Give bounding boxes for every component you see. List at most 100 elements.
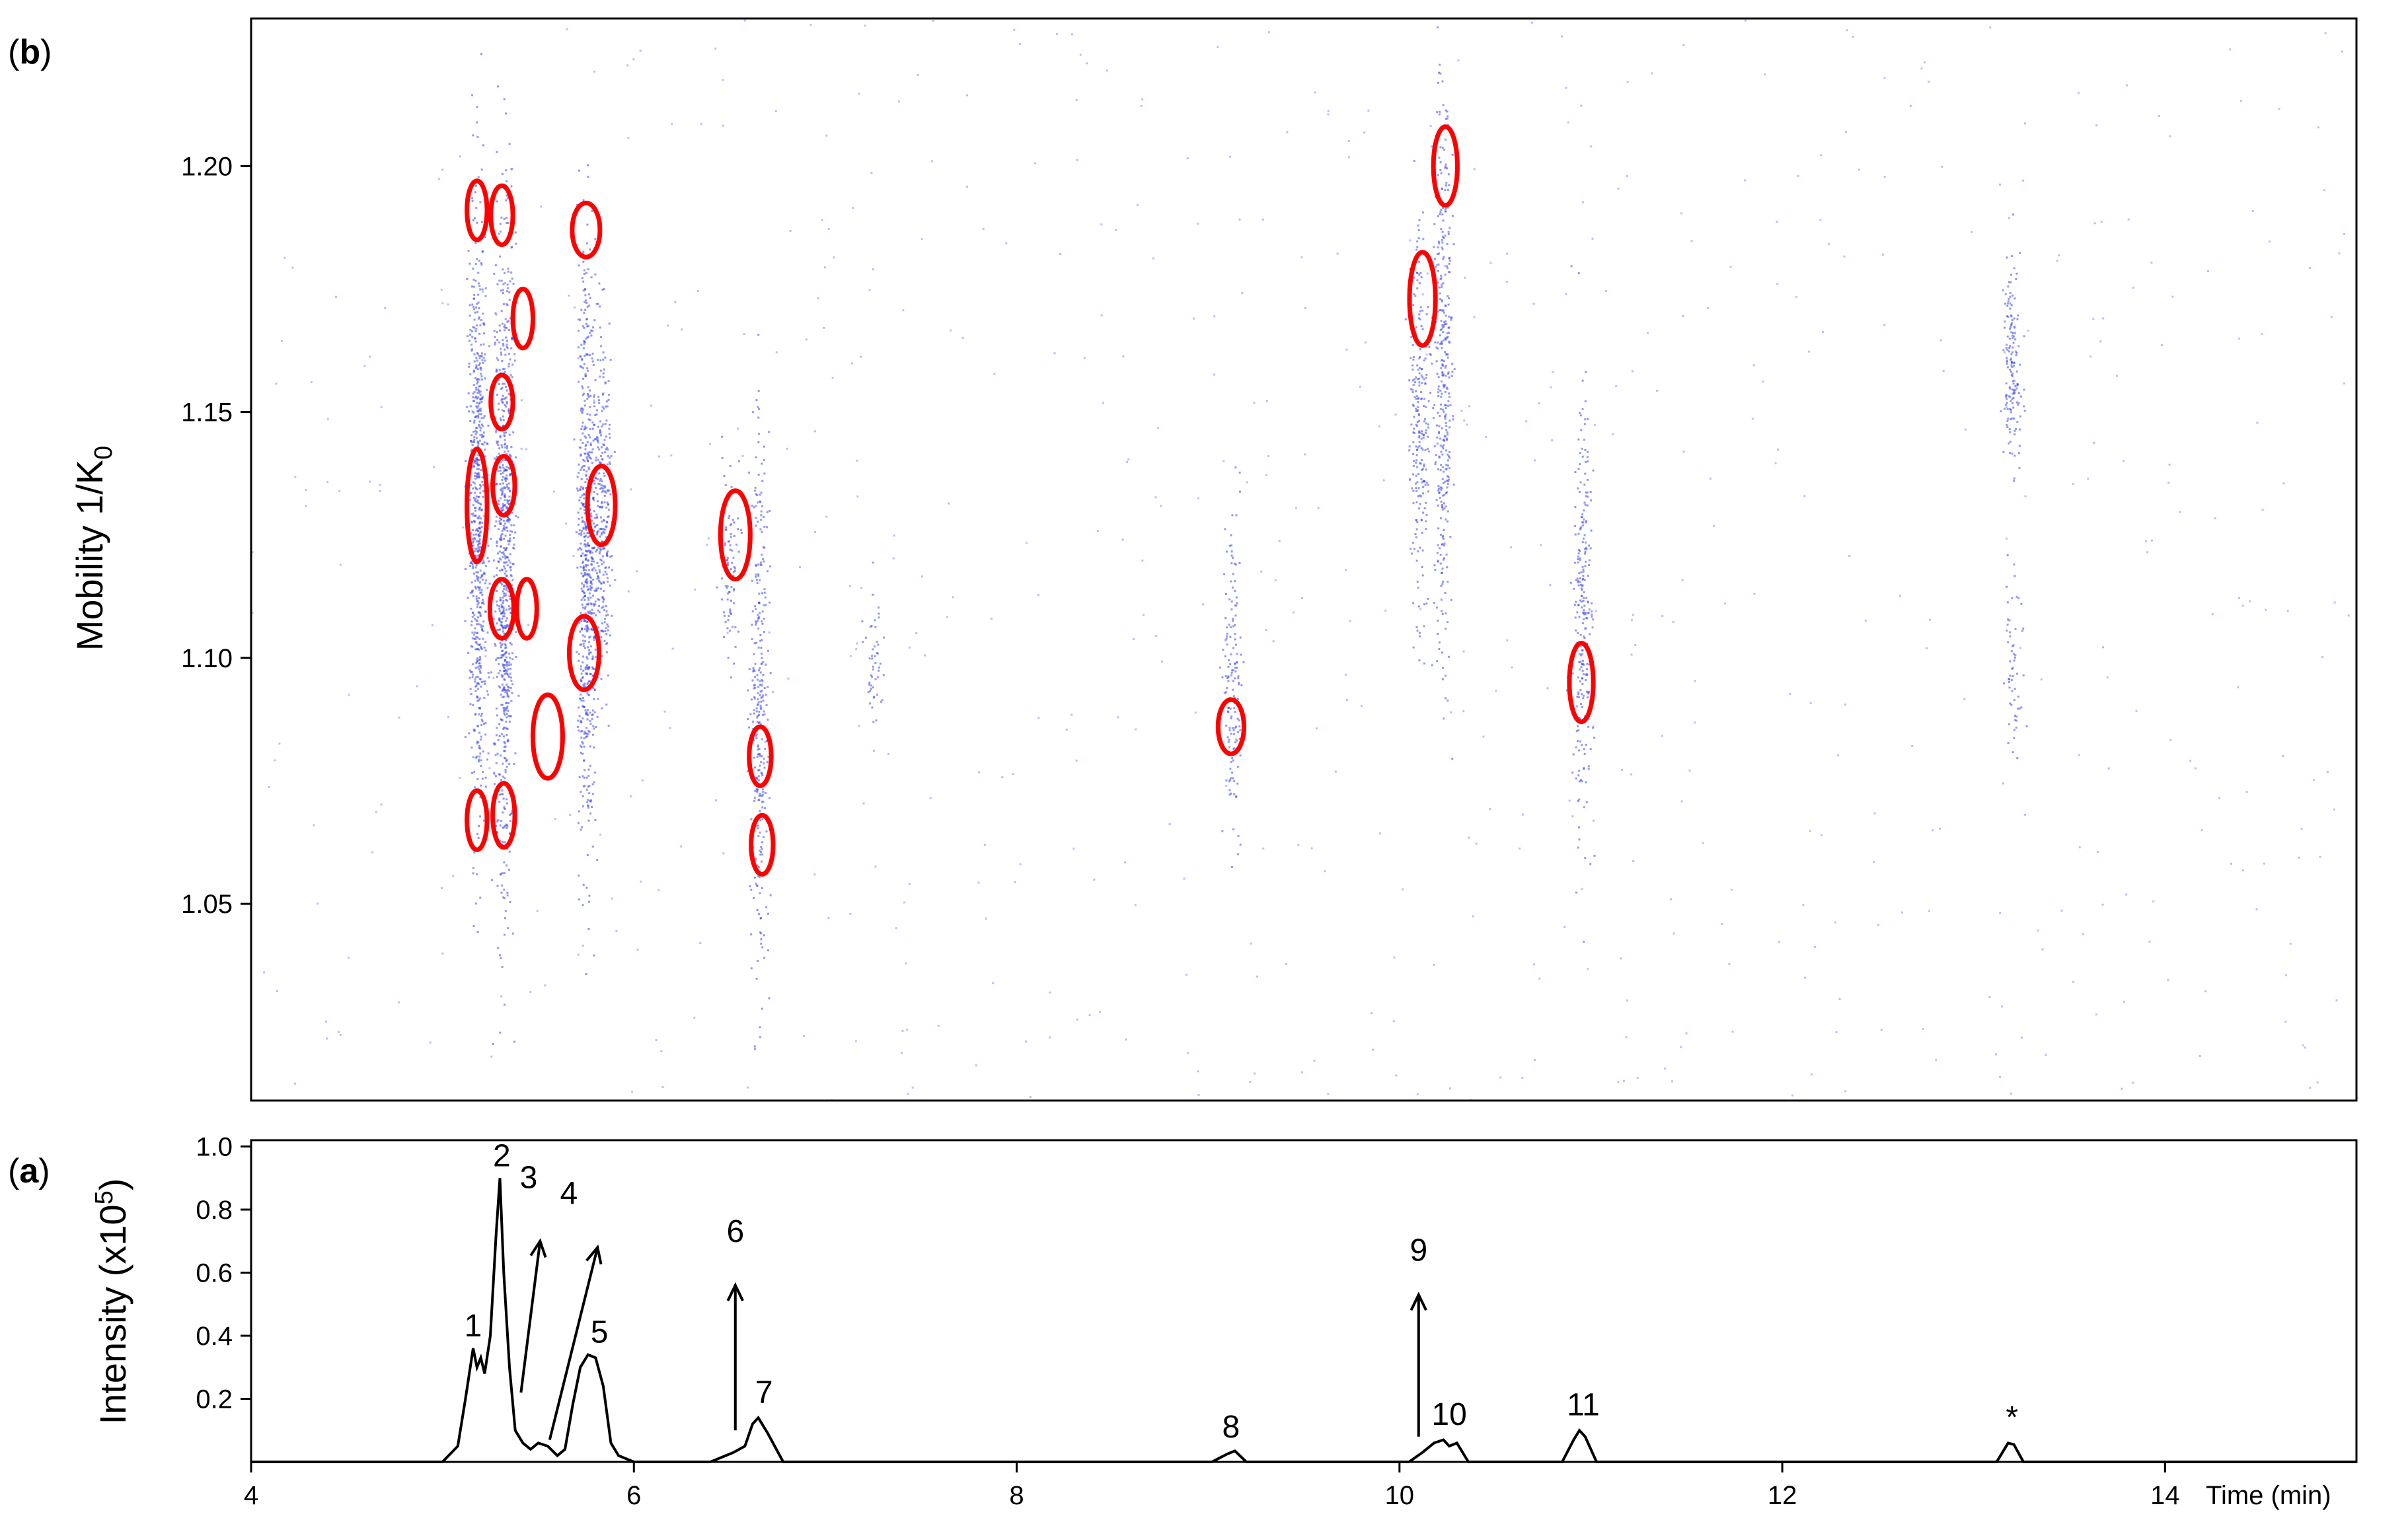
cluster-point [592, 547, 595, 550]
cluster-point [1232, 669, 1234, 672]
cluster-point [583, 647, 586, 649]
cluster-point [472, 219, 474, 221]
noise-point [2087, 478, 2089, 480]
cluster-point [1583, 635, 1585, 637]
cluster-point [603, 368, 605, 371]
cluster-point [479, 896, 482, 899]
noise-point [1464, 276, 1466, 279]
cluster-point [511, 563, 514, 565]
cluster-point [726, 562, 729, 564]
cluster-point [767, 686, 769, 688]
cluster-point [723, 611, 726, 614]
cluster-point [589, 645, 592, 647]
cluster-point [1579, 779, 1582, 781]
cluster-point [600, 533, 603, 536]
cluster-point [1569, 581, 1572, 584]
cluster-point [1417, 369, 1419, 371]
cluster-point [479, 612, 482, 614]
cluster-point [580, 730, 582, 733]
noise-point [347, 957, 350, 959]
noise-point [375, 811, 377, 813]
cluster-point [496, 832, 499, 834]
cluster-point [472, 504, 474, 507]
cluster-point [582, 367, 584, 369]
cluster-point [470, 513, 472, 515]
cluster-point [501, 696, 504, 699]
cluster-point [1581, 565, 1584, 568]
cluster-point [589, 719, 591, 722]
cluster-point [589, 585, 592, 587]
cluster-point [474, 367, 477, 369]
noise-point [1630, 619, 1633, 622]
cluster-point [504, 917, 506, 920]
noise-point [827, 916, 830, 919]
cluster-point [1437, 270, 1439, 272]
noise-point [1723, 602, 1726, 604]
cluster-point [471, 637, 474, 639]
cluster-point [498, 499, 500, 502]
cluster-point [498, 774, 501, 776]
noise-point [1075, 98, 1078, 101]
cluster-point [760, 562, 763, 563]
cluster-point [730, 599, 732, 602]
cluster-point [479, 624, 482, 626]
cluster-point [483, 696, 486, 699]
cluster-point [471, 589, 474, 592]
cluster-point [584, 308, 587, 311]
noise-point [1571, 815, 1574, 818]
cluster-point [492, 1042, 494, 1045]
cluster-point [509, 569, 512, 571]
noise-point [1604, 289, 1607, 292]
cluster-point [500, 347, 502, 350]
cluster-point [587, 681, 589, 684]
cluster-point [477, 534, 480, 536]
cluster-point [759, 831, 761, 834]
cluster-point [1239, 754, 1242, 757]
cluster-point [2007, 618, 2009, 621]
cluster-point [504, 480, 507, 482]
cluster-point [1437, 544, 1439, 546]
cluster-point [511, 652, 514, 655]
cluster-point [758, 866, 760, 869]
cluster-point [500, 674, 503, 676]
cluster-point [478, 597, 480, 599]
cluster-point [596, 562, 599, 564]
cluster-point [761, 801, 763, 803]
cluster-point [476, 258, 478, 260]
cluster-point [469, 499, 471, 501]
noise-point [2002, 782, 2004, 785]
cluster-point [1439, 292, 1441, 295]
cluster-point [1447, 621, 1449, 624]
noise-point [1533, 963, 1535, 966]
cluster-point [1445, 464, 1448, 466]
noise-point [1789, 693, 1791, 696]
noise-point [982, 228, 985, 231]
cluster-point [476, 135, 479, 138]
noise-point [2300, 828, 2303, 830]
cluster-point [728, 630, 731, 632]
cluster-point [1238, 683, 1240, 686]
cluster-point [584, 686, 587, 688]
cluster-point [1232, 647, 1234, 649]
cluster-point [871, 675, 874, 678]
cluster-point [508, 608, 511, 610]
cluster-point [469, 340, 470, 342]
y-tick-label: 1.15 [181, 398, 233, 427]
noise-point [294, 476, 297, 478]
cluster-point [1413, 378, 1416, 381]
cluster-point [1446, 117, 1449, 120]
cluster-point [757, 474, 760, 476]
noise-point [660, 1050, 663, 1052]
cluster-point [478, 439, 481, 442]
cluster-point [583, 497, 585, 500]
noise-point [326, 481, 328, 484]
cluster-point [481, 396, 484, 399]
cluster-point [504, 557, 507, 560]
cluster-point [508, 503, 511, 505]
cluster-point [508, 499, 511, 501]
cluster-point [472, 612, 474, 614]
cluster-point [1421, 566, 1423, 568]
cluster-point [602, 376, 605, 379]
cluster-point [587, 560, 589, 562]
cluster-point [587, 792, 590, 795]
